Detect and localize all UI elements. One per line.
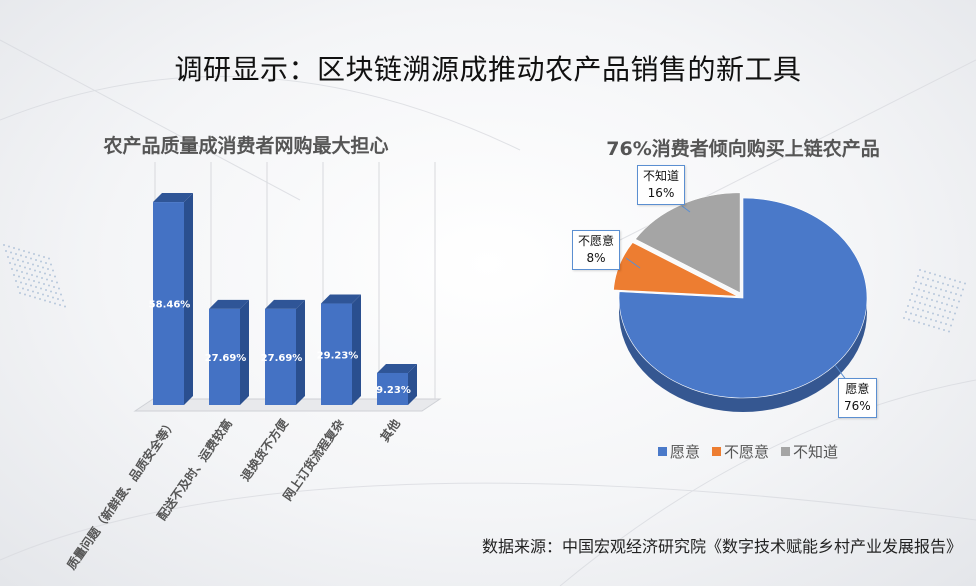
- bar: [377, 372, 408, 405]
- bar-side: [240, 299, 249, 405]
- pie-leader-line: [625, 257, 641, 269]
- bar-data-label: 58.46%: [149, 300, 191, 311]
- pie-callout-unknown-value: 16%: [647, 186, 675, 200]
- bar-top: [209, 299, 249, 309]
- legend-swatch-unwilling: [711, 447, 721, 456]
- pie-callout-willing-value: 76%: [844, 399, 871, 413]
- bar-side: [184, 193, 193, 405]
- pie-callout-willing: 愿意 76%: [838, 378, 877, 418]
- legend-swatch-willing: [657, 447, 667, 456]
- legend-item-unwilling: 不愿意: [711, 441, 769, 462]
- pie-callout-unknown-label: 不知道: [643, 169, 680, 183]
- legend-item-unknown: 不知道: [781, 441, 838, 462]
- pie-slice: [634, 192, 741, 294]
- bar-data-label: 29.23%: [317, 350, 359, 361]
- pie-callout-unknown: 不知道 16%: [637, 165, 686, 205]
- legend-label-willing: 愿意: [669, 443, 700, 461]
- bar: [321, 303, 352, 405]
- bar-data-label: 27.69%: [261, 353, 303, 364]
- bar-top: [321, 294, 361, 304]
- pie-callout-unwilling-label: 不愿意: [578, 234, 615, 248]
- bar: [265, 308, 296, 405]
- bar-top: [265, 299, 305, 309]
- bar-data-label: 9.23%: [376, 385, 411, 396]
- legend-swatch-unknown: [781, 447, 790, 456]
- bar-data-label: 27.69%: [205, 353, 247, 364]
- pie-callout-willing-label: 愿意: [845, 382, 870, 396]
- bar-side: [296, 299, 305, 405]
- pie-callout-unwilling-value: 8%: [586, 251, 606, 265]
- bar-side: [408, 363, 417, 405]
- bar-side: [352, 294, 361, 405]
- legend-label-unknown: 不知道: [793, 443, 839, 461]
- dot-pattern: [3, 244, 966, 333]
- legend-item-willing: 愿意: [657, 441, 700, 462]
- pie-leader-line: [681, 205, 691, 213]
- bar-top: [153, 193, 193, 203]
- page-title: 调研显示：区块链溯源成推动农产品销售的新工具: [174, 53, 802, 86]
- bar: [153, 202, 184, 405]
- legend-label-unwilling: 不愿意: [723, 443, 769, 461]
- pie-slice: [618, 197, 868, 399]
- bar: [209, 308, 240, 405]
- bar-top: [377, 363, 417, 373]
- data-source: 数据来源：中国宏观经济研究院《数字技术赋能乡村产业发展报告》: [482, 537, 963, 556]
- pie-callout-unwilling: 不愿意 8%: [572, 230, 621, 270]
- pie-chart-title: 76%消费者倾向购买上链农产品: [606, 138, 880, 160]
- bar-chart-title: 农产品质量成消费者网购最大担心: [103, 135, 389, 157]
- pie-legend: 愿意 不愿意 不知道: [628, 441, 868, 462]
